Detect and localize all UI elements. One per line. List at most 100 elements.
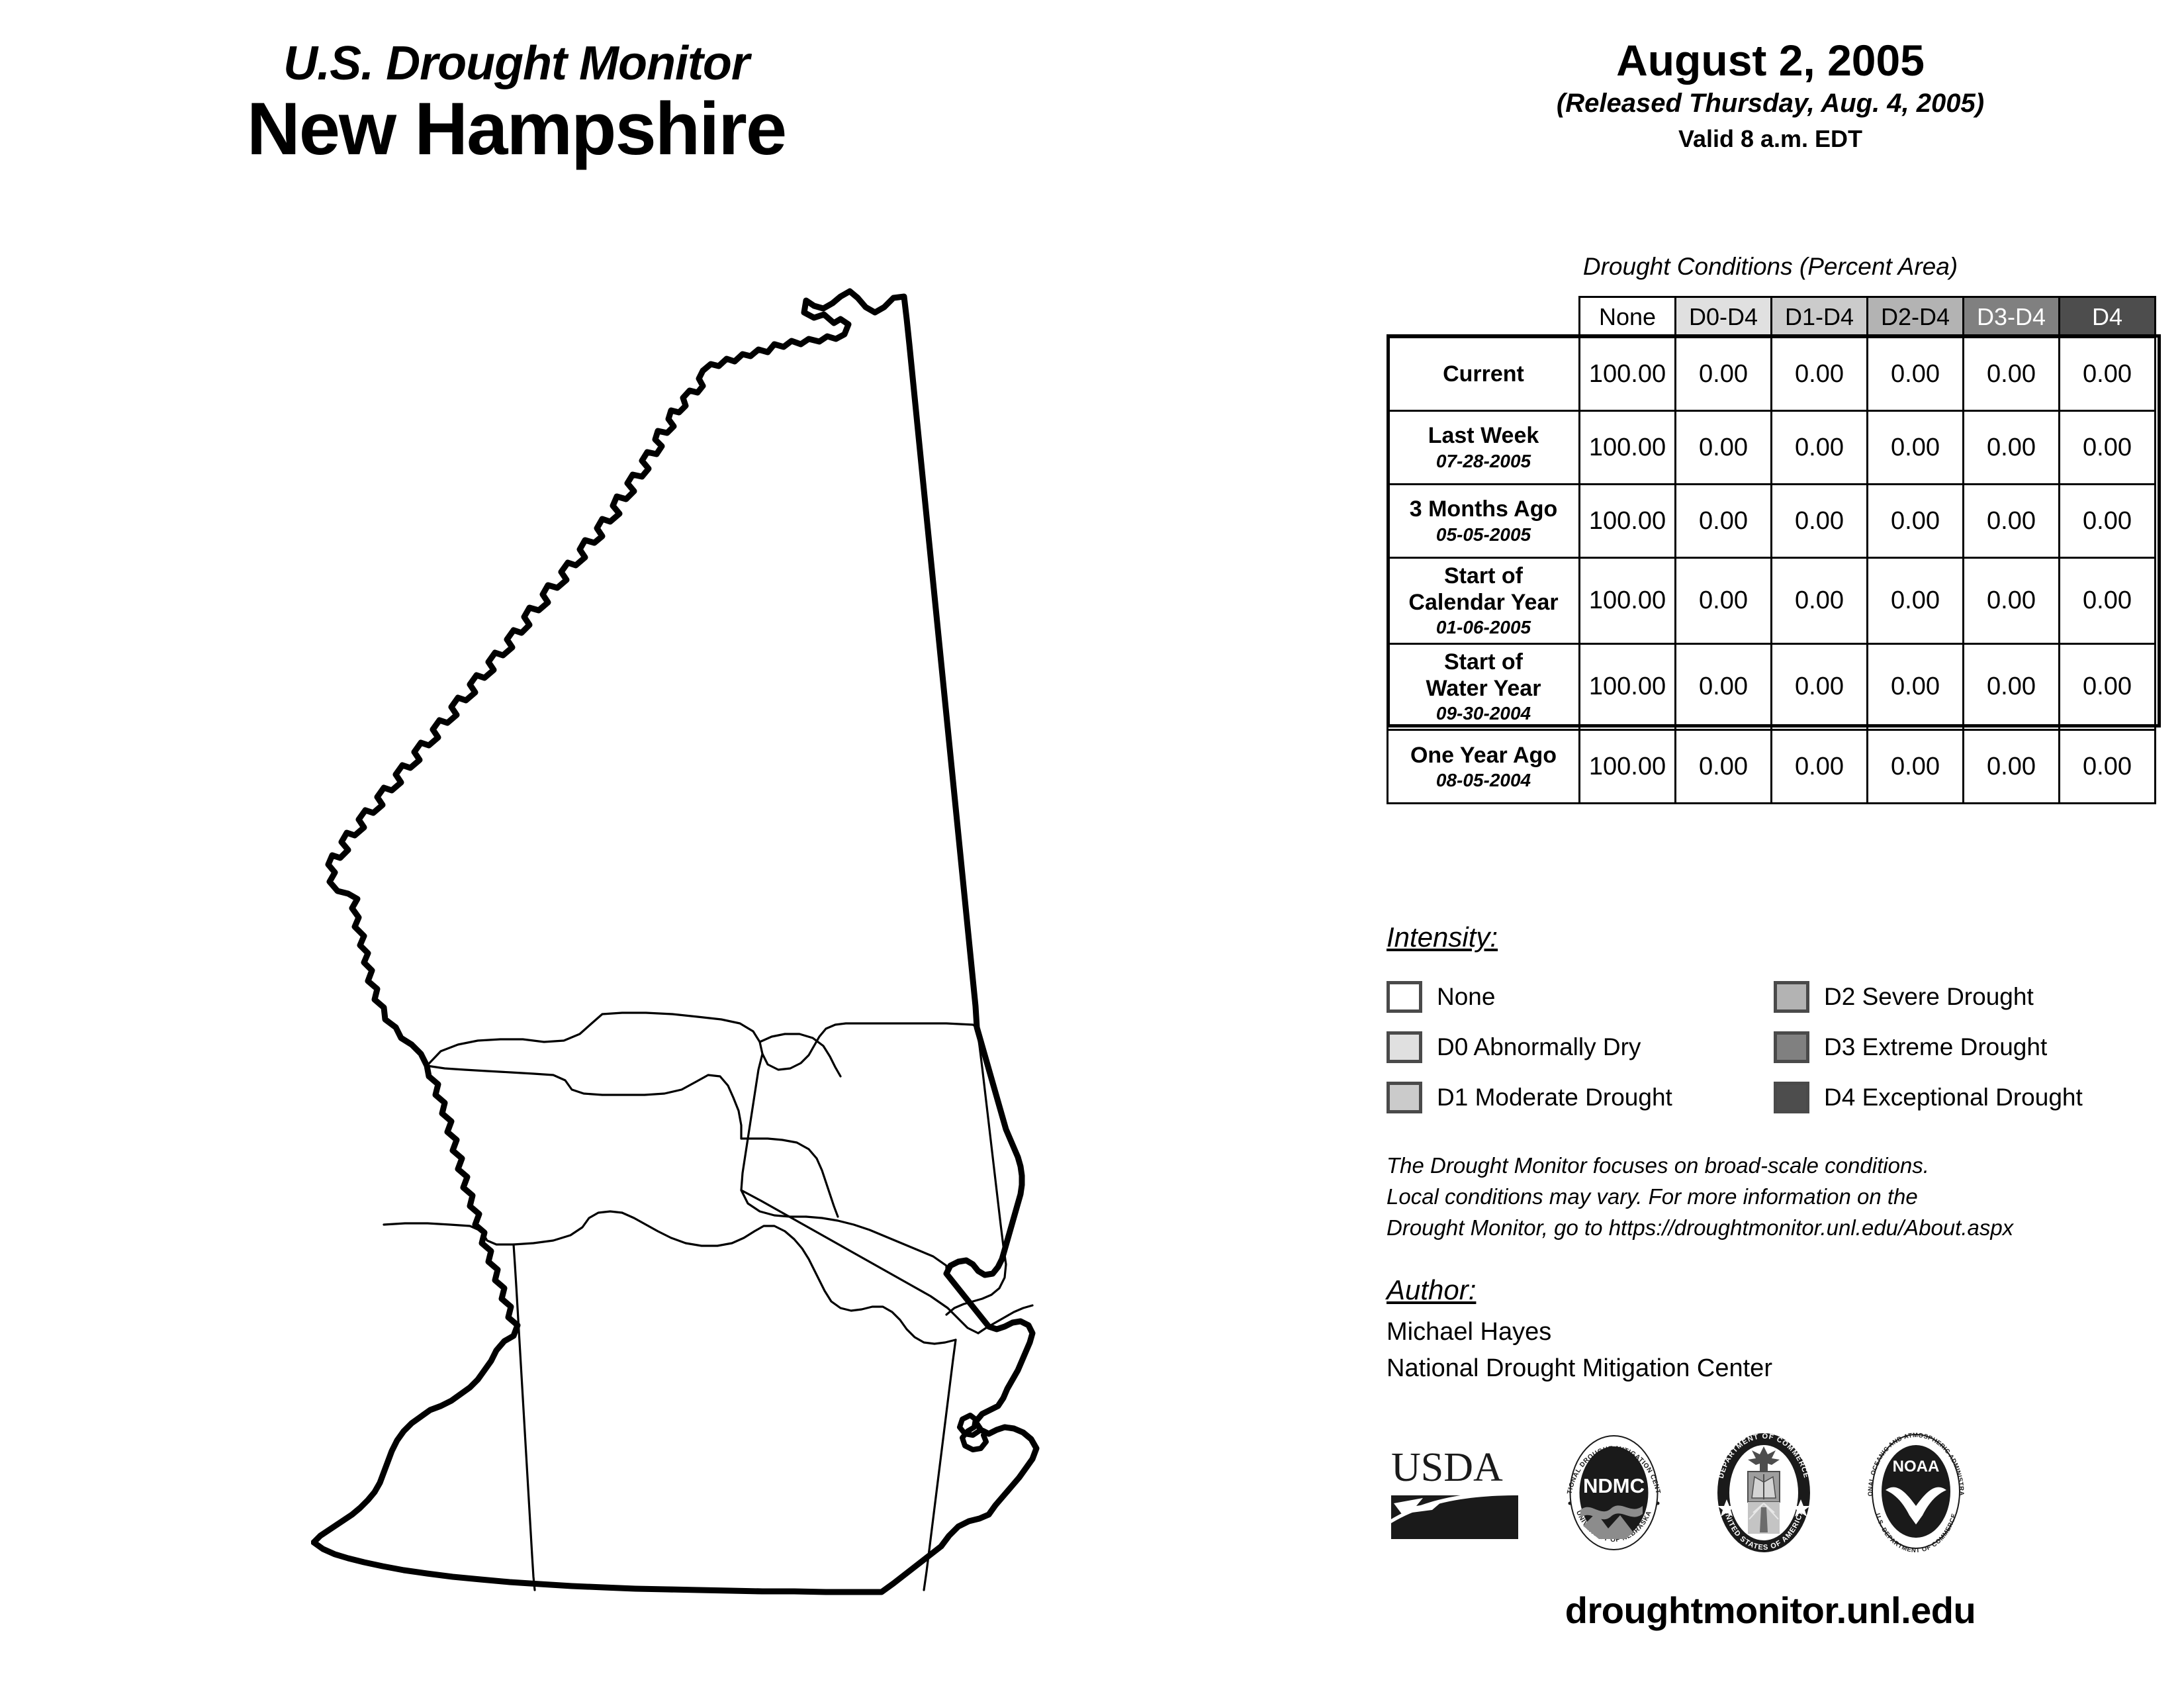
row-label-current: Current [1387, 336, 1580, 412]
col-header-d0d4: D0-D4 [1674, 296, 1772, 338]
row-label-one-year-ago: One Year Ago 08-05-2004 [1387, 729, 1580, 805]
table-row: Start of Water Year 09-30-2004 100.00 0.0… [1387, 643, 2156, 731]
table-caption: Drought Conditions (Percent Area) [1582, 253, 1958, 280]
monitor-title: U.S. Drought Monitor [283, 37, 750, 90]
info-panel: August 2, 2005 (Released Thursday, Aug. … [1357, 0, 2184, 1688]
intensity-legend: None D2 Severe Drought D0 Abnormally Dry… [1387, 972, 2167, 1123]
logo-row: USDA NATIONAL DROUGHT MITIGATION CENTER [1388, 1427, 2156, 1559]
row-label-text: Last Week [1428, 423, 1539, 449]
legend-label: D2 Severe Drought [1824, 983, 2034, 1010]
swatch-d2 [1774, 981, 1809, 1013]
row-label-start-of-water-year: Start of Water Year 09-30-2004 [1387, 643, 1580, 731]
cell-none: 100.00 [1578, 483, 1676, 559]
new-hampshire-map[interactable] [311, 278, 1046, 1655]
cell-d4: 0.00 [2058, 729, 2156, 805]
cell-d2d4: 0.00 [1866, 643, 1964, 731]
row-label-text: Current [1443, 361, 1524, 387]
cell-d2d4: 0.00 [1866, 556, 1964, 645]
col-header-d2d4: D2-D4 [1866, 296, 1964, 338]
cell-d3d4: 0.00 [1962, 556, 2060, 645]
table-row: Last Week 07-28-2005 100.00 0.00 0.00 0.… [1387, 410, 2156, 485]
table-row: Start of Calendar Year 01-06-2005 100.00 … [1387, 556, 2156, 645]
author-heading: Author: [1387, 1274, 1477, 1305]
legend-item-d3[interactable]: D3 Extreme Drought [1774, 1031, 2161, 1063]
legend-item-d1[interactable]: D1 Moderate Drought [1387, 1082, 1774, 1113]
footer-url[interactable]: droughtmonitor.unl.edu [1565, 1589, 1976, 1631]
row-date: 09-30-2004 [1435, 703, 1531, 724]
legend-label: D0 Abnormally Dry [1437, 1033, 1641, 1060]
cell-d0d4: 0.00 [1674, 556, 1772, 645]
state-fill [314, 291, 1036, 1592]
table-corner-cell [1387, 297, 1580, 338]
cell-d0d4: 0.00 [1674, 410, 1772, 485]
valid-time: Valid 8 a.m. EDT [1678, 124, 1863, 152]
disclaimer-line-3: Drought Monitor, go to https://droughtmo… [1387, 1215, 2014, 1240]
cell-d1d4: 0.00 [1770, 643, 1868, 731]
swatch-d4 [1774, 1082, 1809, 1113]
cell-d1d4: 0.00 [1770, 556, 1868, 645]
legend-item-d4[interactable]: D4 Exceptional Drought [1774, 1082, 2161, 1113]
table-row: Current 100.00 0.00 0.00 0.00 0.00 0.00 [1387, 336, 2156, 412]
cell-d4: 0.00 [2058, 410, 2156, 485]
state-title: New Hampshire [246, 87, 787, 170]
cell-none: 100.00 [1578, 336, 1676, 412]
author-block: Michael Hayes National Drought Mitigatio… [1387, 1314, 1772, 1387]
usda-logo[interactable]: USDA [1388, 1440, 1521, 1546]
cell-d0d4: 0.00 [1674, 643, 1772, 731]
row-label-text: Start of Calendar Year [1408, 563, 1559, 616]
legend-item-d0[interactable]: D0 Abnormally Dry [1387, 1031, 1774, 1063]
row-date: 07-28-2005 [1435, 450, 1531, 471]
table-header: None D0-D4 D1-D4 D2-D4 D3-D4 D4 [1387, 296, 2156, 338]
row-label-text: 3 Months Ago [1409, 496, 1558, 522]
cell-d1d4: 0.00 [1770, 483, 1868, 559]
row-date: 05-05-2005 [1435, 524, 1531, 545]
legend-item-none[interactable]: None [1387, 981, 1774, 1013]
cell-d4: 0.00 [2058, 483, 2156, 559]
legend-item-d2[interactable]: D2 Severe Drought [1774, 981, 2161, 1013]
cell-d2d4: 0.00 [1866, 336, 1964, 412]
col-header-none: None [1578, 296, 1676, 338]
author-name: Michael Hayes [1387, 1318, 1552, 1346]
cell-d2d4: 0.00 [1866, 483, 1964, 559]
swatch-d0 [1387, 1031, 1422, 1063]
intensity-heading: Intensity: [1387, 921, 1498, 953]
table-body: Current 100.00 0.00 0.00 0.00 0.00 0.00 … [1387, 336, 2156, 805]
doc-logo[interactable]: DEPARTMENT OF COMMERCE UNITED STATES OF … [1707, 1428, 1821, 1558]
cell-d0d4: 0.00 [1674, 729, 1772, 805]
col-header-d1d4: D1-D4 [1770, 296, 1868, 338]
map-svg [311, 288, 1040, 1595]
table-header-row: None D0-D4 D1-D4 D2-D4 D3-D4 D4 [1387, 296, 2156, 338]
cell-d4: 0.00 [2058, 643, 2156, 731]
row-label-last-week: Last Week 07-28-2005 [1387, 410, 1580, 485]
disclaimer-line-2: Local conditions may vary. For more info… [1387, 1184, 1918, 1209]
map-panel: U.S. Drought Monitor New Hampshire [0, 40, 1046, 1655]
disclaimer-line-1: The Drought Monitor focuses on broad-sca… [1387, 1153, 1929, 1178]
cell-d2d4: 0.00 [1866, 410, 1964, 485]
table-row: One Year Ago 08-05-2004 100.00 0.00 0.00… [1387, 729, 2156, 805]
cell-d4: 0.00 [2058, 556, 2156, 645]
cell-none: 100.00 [1578, 556, 1676, 645]
title-block: U.S. Drought Monitor New Hampshire [0, 40, 1032, 170]
row-date: 01-06-2005 [1435, 617, 1531, 638]
row-label-text: One Year Ago [1410, 742, 1557, 768]
swatch-d3 [1774, 1031, 1809, 1063]
seacoast-inlet [957, 1413, 989, 1452]
ndmc-logo-text: NDMC [1583, 1474, 1645, 1497]
legend-label: D4 Exceptional Drought [1824, 1084, 2083, 1111]
date-block: August 2, 2005 (Released Thursday, Aug. … [1357, 36, 2184, 157]
cell-d3d4: 0.00 [1962, 643, 2060, 731]
noaa-logo[interactable]: NATIONAL OCEANIC AND ATMOSPHERIC ADMINIS… [1859, 1428, 1973, 1558]
cell-d1d4: 0.00 [1770, 336, 1868, 412]
usda-logo-text: USDA [1391, 1445, 1503, 1490]
ndmc-logo[interactable]: NATIONAL DROUGHT MITIGATION CENTER UNIVE… [1559, 1429, 1668, 1556]
legend-label: D1 Moderate Drought [1437, 1084, 1672, 1111]
valid-date: August 2, 2005 [1616, 36, 1925, 85]
cell-d3d4: 0.00 [1962, 336, 2060, 412]
legend-label: None [1437, 983, 1496, 1010]
row-label-3-months-ago: 3 Months Ago 05-05-2005 [1387, 483, 1580, 559]
cell-d3d4: 0.00 [1962, 410, 2060, 485]
cell-d0d4: 0.00 [1674, 483, 1772, 559]
cell-d2d4: 0.00 [1866, 729, 1964, 805]
author-affiliation: National Drought Mitigation Center [1387, 1354, 1772, 1383]
legend-label: D3 Extreme Drought [1824, 1033, 2048, 1060]
